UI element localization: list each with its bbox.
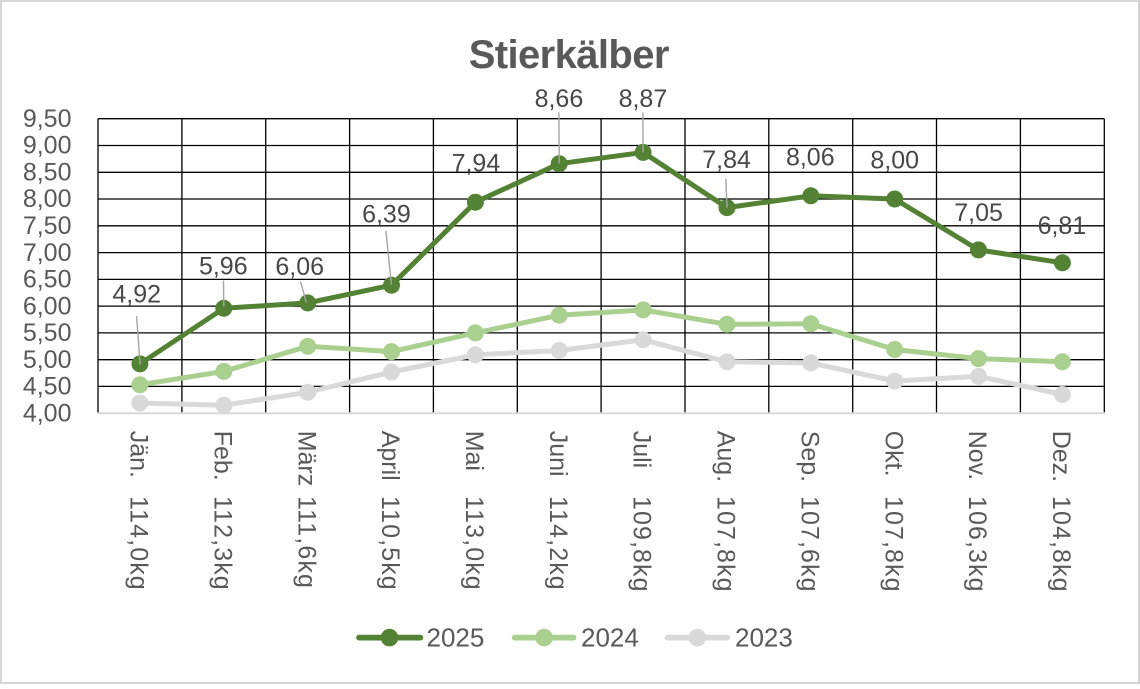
- svg-text:7,05: 7,05: [954, 199, 1003, 227]
- svg-text:112,3kg: 112,3kg: [208, 496, 236, 591]
- svg-text:Juli: Juli: [628, 431, 656, 469]
- svg-text:Dez.: Dez.: [1047, 431, 1075, 482]
- svg-text:8,50: 8,50: [23, 159, 72, 187]
- svg-text:Mai: Mai: [460, 431, 488, 471]
- svg-text:Nov.: Nov.: [963, 431, 991, 481]
- svg-text:6,06: 6,06: [275, 253, 324, 281]
- svg-text:5,50: 5,50: [23, 319, 72, 347]
- svg-text:8,06: 8,06: [786, 144, 835, 172]
- svg-text:106,3kg: 106,3kg: [963, 496, 991, 593]
- svg-text:109,8kg: 109,8kg: [628, 496, 656, 593]
- svg-text:114,0kg: 114,0kg: [125, 496, 153, 591]
- svg-text:7,00: 7,00: [23, 239, 72, 267]
- svg-text:Juni: Juni: [544, 431, 572, 477]
- svg-text:2024: 2024: [581, 623, 639, 653]
- svg-text:8,87: 8,87: [619, 85, 668, 113]
- svg-text:März: März: [292, 431, 320, 487]
- svg-text:Feb.: Feb.: [208, 431, 236, 481]
- svg-text:110,5kg: 110,5kg: [376, 496, 404, 591]
- svg-text:104,8kg: 104,8kg: [1047, 496, 1075, 593]
- svg-text:107,8kg: 107,8kg: [712, 496, 740, 593]
- svg-text:8,00: 8,00: [870, 147, 919, 175]
- svg-text:Stierkälber: Stierkälber: [469, 33, 669, 77]
- svg-text:5,96: 5,96: [199, 252, 248, 280]
- svg-text:8,00: 8,00: [23, 185, 72, 213]
- svg-text:9,00: 9,00: [23, 132, 72, 160]
- svg-text:111,6kg: 111,6kg: [292, 496, 320, 589]
- svg-text:Okt.: Okt.: [879, 431, 907, 477]
- svg-text:6,39: 6,39: [362, 200, 411, 228]
- svg-text:6,00: 6,00: [23, 292, 72, 320]
- svg-text:Jän.: Jän.: [125, 431, 153, 478]
- svg-text:4,92: 4,92: [112, 280, 161, 308]
- svg-text:107,8kg: 107,8kg: [879, 496, 907, 593]
- svg-text:5,00: 5,00: [23, 346, 72, 374]
- svg-text:Sep.: Sep.: [795, 431, 823, 482]
- svg-text:7,50: 7,50: [23, 212, 72, 240]
- svg-text:107,6kg: 107,6kg: [795, 496, 823, 593]
- svg-text:7,84: 7,84: [702, 146, 751, 174]
- svg-text:4,50: 4,50: [23, 373, 72, 401]
- svg-text:6,81: 6,81: [1038, 212, 1087, 240]
- svg-text:Aug.: Aug.: [712, 431, 740, 482]
- svg-text:2025: 2025: [427, 623, 485, 653]
- svg-text:8,66: 8,66: [535, 85, 584, 113]
- svg-text:6,50: 6,50: [23, 266, 72, 294]
- svg-text:2023: 2023: [735, 623, 793, 653]
- svg-text:April: April: [376, 431, 404, 481]
- svg-text:7,94: 7,94: [452, 149, 501, 177]
- svg-text:9,50: 9,50: [23, 105, 72, 133]
- svg-text:4,00: 4,00: [23, 399, 72, 427]
- svg-text:114,2kg: 114,2kg: [544, 496, 572, 591]
- svg-text:113,0kg: 113,0kg: [460, 496, 488, 591]
